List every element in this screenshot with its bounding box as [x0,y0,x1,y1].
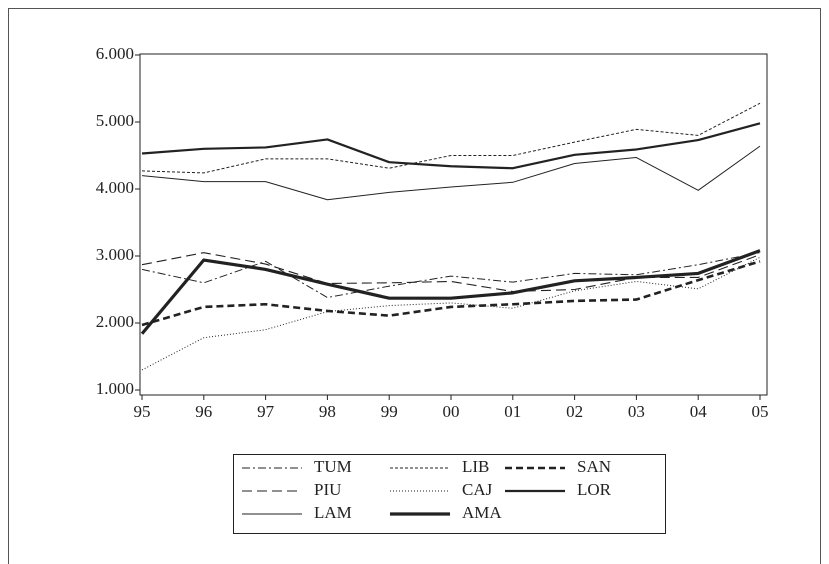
x-tick-label: 95 [134,402,151,421]
series-line [141,122,761,170]
legend-label: AMA [462,503,502,522]
legend-label: LOR [577,480,612,499]
x-tick-label: 05 [752,402,769,421]
series-line [140,249,761,335]
series-line [141,145,761,201]
x-tick-label: 96 [195,402,212,421]
x-tick-label: 97 [257,402,275,421]
legend-label: LAM [314,503,352,522]
legend-box [233,454,666,534]
series-line [141,252,761,299]
legend-label: PIU [314,480,341,499]
outer-frame [8,8,821,564]
legend-label: CAJ [462,480,493,499]
x-tick-label: 98 [319,402,336,421]
y-tick-label: 2.000 [96,312,134,331]
series-line [141,256,761,371]
series-line [141,260,761,327]
y-tick-label: 6.000 [96,44,134,63]
y-tick-label: 1.000 [96,379,134,398]
y-tick-label: 4.000 [96,178,134,197]
plot-frame [139,53,768,396]
y-tick-label: 5.000 [96,111,134,130]
x-tick-label: 01 [504,402,521,421]
legend-label: SAN [577,457,611,476]
series-line [141,252,761,293]
x-tick-label: 99 [381,402,398,421]
legend-label: LIB [462,457,489,476]
y-tick-label: 3.000 [96,245,134,264]
x-tick-label: 00 [443,402,460,421]
series-line [141,102,761,174]
legend-label: TUM [314,457,352,476]
x-tick-label: 02 [566,402,583,421]
x-tick-label: 04 [690,402,708,421]
x-tick-label: 03 [628,402,645,421]
